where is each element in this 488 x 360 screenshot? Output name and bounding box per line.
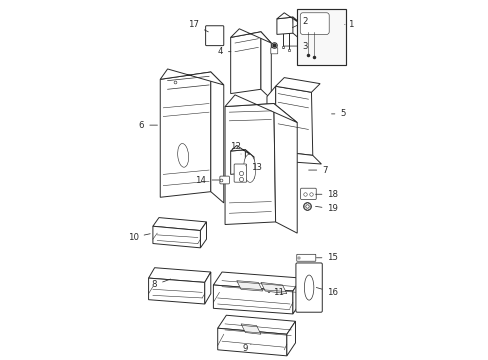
Polygon shape — [224, 95, 297, 122]
Polygon shape — [153, 226, 200, 248]
Text: 18: 18 — [315, 190, 338, 199]
Text: 10: 10 — [127, 233, 150, 242]
Ellipse shape — [304, 275, 313, 300]
Polygon shape — [160, 69, 224, 85]
Text: 5: 5 — [331, 109, 345, 118]
Polygon shape — [160, 72, 210, 197]
FancyBboxPatch shape — [296, 254, 315, 261]
Text: 4: 4 — [217, 47, 230, 56]
Polygon shape — [213, 285, 292, 314]
Polygon shape — [236, 281, 262, 291]
Text: 3: 3 — [284, 41, 308, 50]
Polygon shape — [273, 104, 297, 233]
Bar — [297, 9, 345, 65]
Polygon shape — [230, 145, 253, 157]
Polygon shape — [210, 72, 224, 203]
Text: 2: 2 — [292, 17, 308, 28]
Polygon shape — [286, 321, 295, 356]
FancyBboxPatch shape — [205, 26, 224, 46]
Polygon shape — [241, 324, 261, 334]
Text: 8: 8 — [151, 279, 170, 289]
Text: 9: 9 — [242, 344, 250, 353]
Ellipse shape — [177, 144, 188, 167]
Text: 15: 15 — [316, 253, 338, 262]
FancyBboxPatch shape — [300, 13, 328, 35]
Polygon shape — [153, 217, 206, 230]
Polygon shape — [204, 272, 210, 304]
Polygon shape — [230, 32, 261, 94]
Polygon shape — [275, 78, 320, 92]
Polygon shape — [276, 13, 301, 24]
Text: 7: 7 — [308, 166, 327, 175]
Polygon shape — [148, 278, 204, 304]
Polygon shape — [200, 222, 206, 248]
Text: 12: 12 — [229, 142, 241, 154]
Polygon shape — [275, 151, 321, 164]
FancyBboxPatch shape — [234, 164, 246, 182]
Polygon shape — [245, 150, 253, 179]
Text: 6: 6 — [139, 121, 157, 130]
Polygon shape — [266, 86, 275, 160]
Polygon shape — [217, 328, 286, 356]
Polygon shape — [230, 29, 271, 43]
Text: 14: 14 — [195, 176, 219, 185]
Polygon shape — [275, 86, 312, 156]
FancyBboxPatch shape — [300, 188, 316, 199]
Polygon shape — [292, 278, 301, 314]
Ellipse shape — [243, 154, 255, 183]
Text: 19: 19 — [315, 204, 338, 213]
Text: 17: 17 — [188, 20, 208, 32]
Polygon shape — [261, 32, 271, 99]
FancyBboxPatch shape — [220, 176, 229, 184]
Polygon shape — [213, 272, 301, 291]
Polygon shape — [224, 104, 275, 225]
Polygon shape — [230, 150, 246, 174]
Text: 13: 13 — [245, 162, 262, 171]
Text: 11: 11 — [268, 288, 283, 297]
FancyBboxPatch shape — [295, 263, 322, 312]
Text: 1: 1 — [344, 20, 352, 29]
FancyBboxPatch shape — [270, 48, 277, 54]
Polygon shape — [148, 268, 210, 282]
Polygon shape — [276, 17, 294, 35]
Text: 16: 16 — [316, 288, 338, 297]
Polygon shape — [292, 17, 301, 40]
Polygon shape — [261, 282, 286, 294]
Polygon shape — [217, 315, 295, 334]
